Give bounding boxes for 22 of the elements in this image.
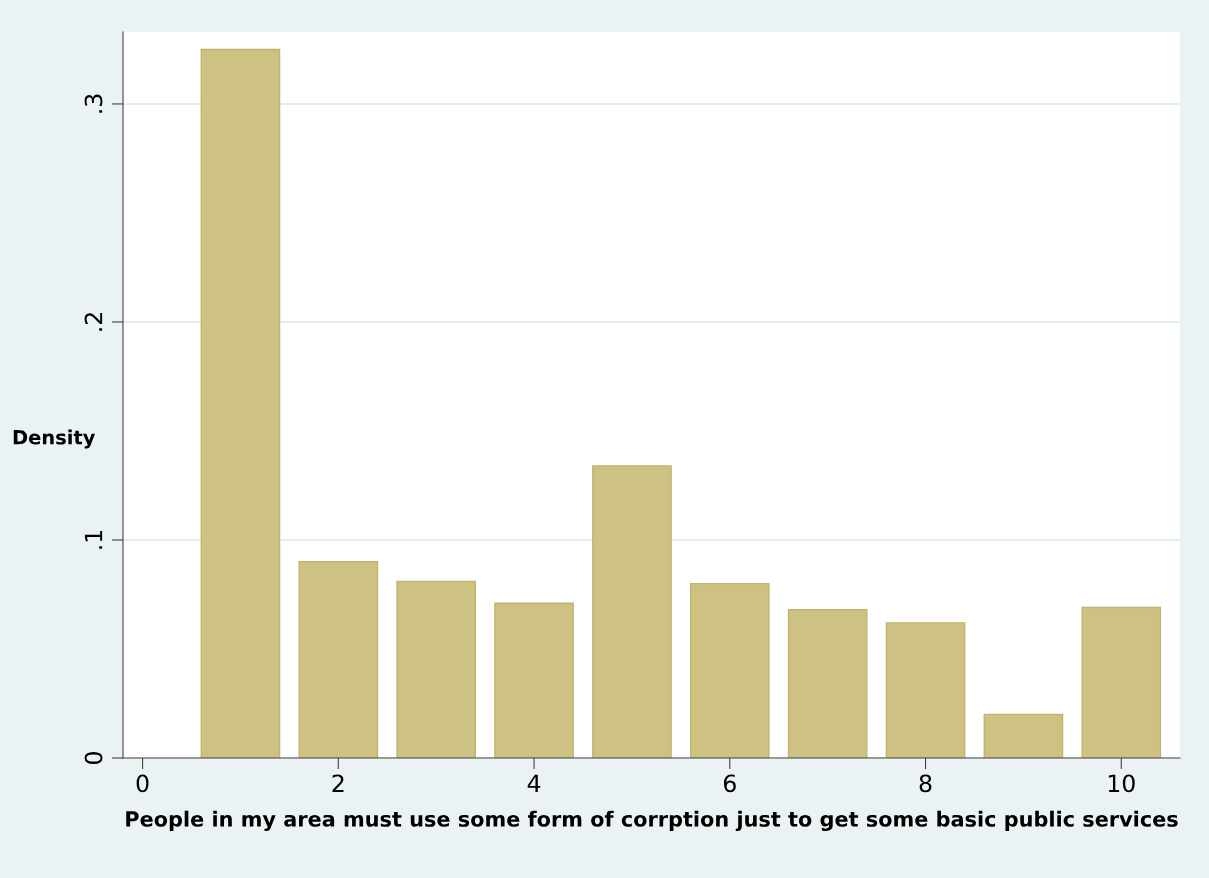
y-axis-title: Density (13, 429, 96, 449)
x-tick-label: 0 (136, 774, 149, 793)
bar (592, 465, 672, 758)
x-tick-label: 10 (1108, 774, 1135, 793)
bar (885, 622, 966, 758)
y-tick-label: .3 (84, 94, 103, 113)
bar (298, 561, 379, 758)
x-axis-title: People in my area must use some form of corrption just to get some basic public services (126, 810, 1178, 832)
y-tick-label: .2 (84, 313, 103, 331)
y-tick-label: 0 (84, 752, 103, 764)
x-tick-label: 6 (723, 774, 736, 793)
bar (787, 609, 868, 758)
y-tick-label: .1 (84, 530, 103, 549)
x-tick-label: 8 (919, 774, 932, 793)
x-tick-label: 4 (527, 774, 541, 792)
x-tick-label: 2 (332, 774, 344, 792)
bar (689, 582, 770, 758)
bar (983, 713, 1064, 758)
bar (396, 580, 477, 758)
bar (1081, 606, 1162, 758)
bar (494, 602, 574, 758)
bar (200, 48, 281, 758)
